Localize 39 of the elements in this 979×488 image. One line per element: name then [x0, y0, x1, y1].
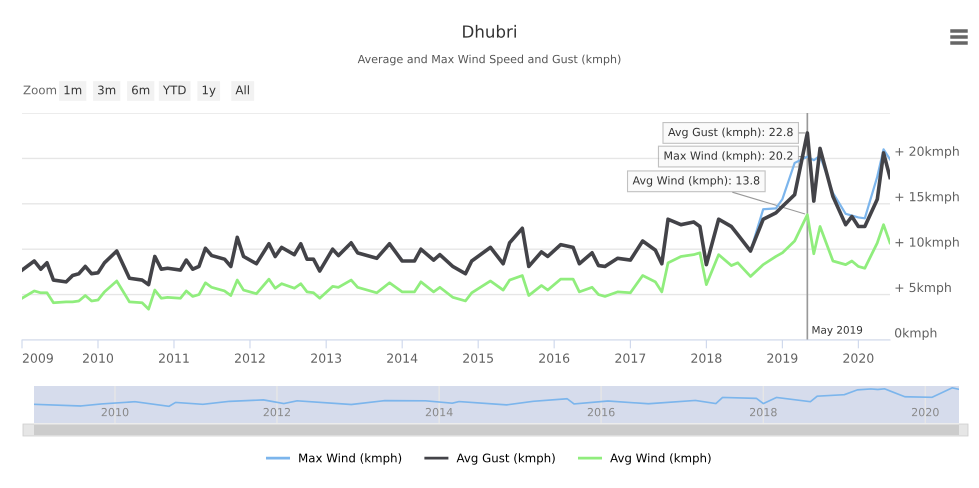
x-tick-label: 2020	[912, 408, 939, 416]
text: All	[235, 85, 249, 94]
x-tick-label: 2016	[539, 353, 570, 363]
x-tick-label: 2011	[159, 353, 189, 363]
x-tick-label: 2009	[22, 353, 53, 363]
chart-subtitle: Average and Max Wind Speed and Gust (kmph)	[358, 54, 620, 66]
x-tick-label: 2012	[234, 353, 265, 363]
y-tick-label: + 15kmph	[895, 192, 959, 204]
text: 3m	[98, 85, 116, 94]
x-tick-label: 2016	[588, 408, 615, 416]
y-tick-label: + 20kmph	[895, 146, 959, 158]
x-tick-label: 2018	[750, 408, 777, 416]
x-tick-label: 2010	[102, 408, 128, 416]
annotation: Avg Wind (kmph): 13.8	[632, 176, 760, 187]
x-tick-label: 2019	[767, 353, 798, 363]
text: Zoom	[24, 86, 56, 94]
text: 6m	[132, 85, 150, 94]
legend-label: Avg Wind (kmph)	[610, 453, 711, 465]
x-tick-label: 2014	[426, 408, 453, 416]
chart-title: Dhubri	[463, 24, 516, 38]
text: 1m	[64, 86, 82, 94]
legend-label: Max Wind (kmph)	[299, 453, 402, 465]
x-tick-label: 2014	[387, 353, 418, 363]
x-tick-label: 2010	[83, 353, 114, 363]
y-tick-label: + 10kmph	[895, 237, 959, 250]
legend-label: Avg Gust (kmph)	[456, 453, 555, 465]
text: 1y	[202, 86, 216, 97]
y-tick-label: 0kmph	[894, 328, 936, 340]
x-tick-label: 2015	[463, 353, 493, 363]
x-tick-label: 2020	[843, 353, 874, 363]
x-tick-label: 2018	[691, 353, 722, 363]
x-tick-label: 2017	[615, 353, 646, 363]
x-tick-label: 2013	[311, 353, 342, 363]
annotation: Max Wind (kmph): 20.2	[664, 151, 792, 162]
x-tick-label: 2012	[264, 408, 290, 416]
text: YTD	[162, 86, 186, 94]
annotation: Avg Gust (kmph): 22.8	[668, 128, 793, 138]
y-tick-label: + 5kmph	[895, 282, 951, 295]
ref-line-label: May 2019	[812, 326, 862, 336]
